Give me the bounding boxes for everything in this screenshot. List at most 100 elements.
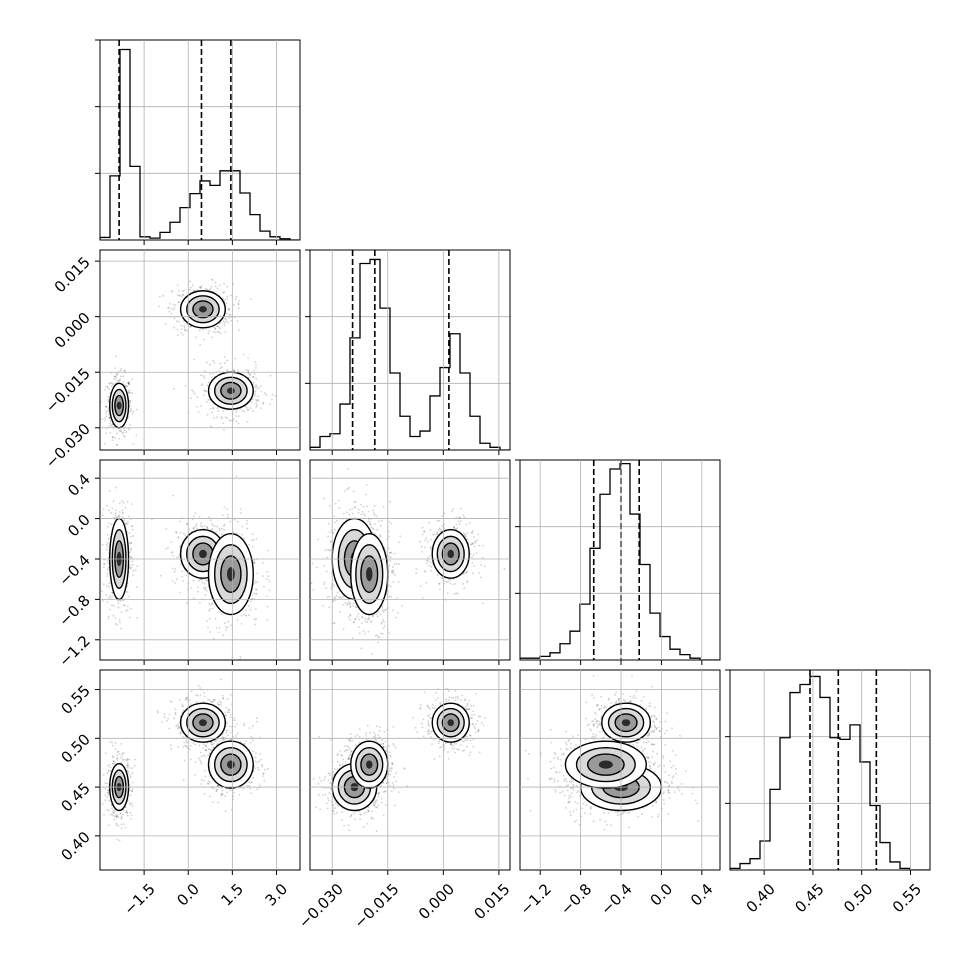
sample-point <box>212 698 215 701</box>
sample-point <box>345 488 348 491</box>
sample-point <box>347 468 350 470</box>
sample-point <box>365 484 368 486</box>
sample-point <box>204 370 206 372</box>
sample-point <box>226 698 229 701</box>
sample-point <box>243 537 245 540</box>
sample-point <box>124 435 126 438</box>
sample-point <box>347 601 350 603</box>
sample-point <box>129 401 132 403</box>
sample-point <box>127 772 129 775</box>
sample-point <box>223 524 225 527</box>
sample-point <box>197 411 200 414</box>
sample-point <box>431 562 434 565</box>
sample-point <box>108 608 111 611</box>
sample-point <box>371 531 374 534</box>
sample-point <box>207 381 210 384</box>
sample-point <box>393 563 396 566</box>
sample-point <box>388 555 391 558</box>
sample-point <box>203 375 206 378</box>
sample-point <box>125 522 128 525</box>
sample-point <box>184 329 187 332</box>
sample-point <box>432 533 434 536</box>
sample-point <box>189 280 191 283</box>
sample-point <box>222 634 225 637</box>
sample-point <box>453 526 455 529</box>
sample-point <box>130 542 133 544</box>
sample-point <box>389 556 392 559</box>
sample-point <box>218 529 221 532</box>
sample-point <box>258 386 261 389</box>
sample-point <box>362 630 365 632</box>
sample-point <box>203 586 205 589</box>
sample-point <box>211 336 214 339</box>
sample-point <box>389 559 392 562</box>
sample-point <box>425 537 428 540</box>
sample-point <box>120 762 123 764</box>
sample-point <box>133 765 136 767</box>
sample-point <box>427 560 429 562</box>
sample-point <box>199 524 202 527</box>
sample-point <box>107 537 110 540</box>
sample-point <box>205 400 208 403</box>
sample-point <box>236 320 239 322</box>
sample-point <box>125 609 128 612</box>
sample-point <box>120 611 123 614</box>
sample-point <box>106 387 109 389</box>
sample-point <box>116 599 119 602</box>
sample-point <box>254 392 256 395</box>
sample-point <box>209 519 212 522</box>
sample-point <box>221 613 223 616</box>
sample-point <box>116 754 119 757</box>
sample-point <box>251 594 254 597</box>
sample-point <box>112 760 115 763</box>
sample-point <box>108 425 111 428</box>
sample-point <box>214 328 217 331</box>
sample-point <box>268 580 271 583</box>
sample-point <box>249 374 251 377</box>
sample-point <box>358 618 361 621</box>
sample-point <box>225 706 228 709</box>
sample-point <box>213 417 216 419</box>
sample-point <box>425 581 428 584</box>
sample-point <box>125 523 127 525</box>
sample-point <box>388 500 391 503</box>
sample-point <box>333 622 336 624</box>
sample-point <box>202 754 205 756</box>
sample-point <box>192 597 195 600</box>
sample-point <box>367 520 369 523</box>
sample-point <box>117 602 120 604</box>
sample-point <box>252 376 255 379</box>
sample-point <box>126 812 129 814</box>
sample-point <box>445 581 448 583</box>
sample-point <box>271 398 273 401</box>
sample-point <box>423 530 426 533</box>
sample-point <box>371 614 374 617</box>
sample-point <box>227 734 230 737</box>
sample-point <box>456 592 459 595</box>
sample-point <box>206 579 209 582</box>
sample-point <box>207 748 210 750</box>
sample-point <box>107 793 109 796</box>
sample-point <box>245 369 247 371</box>
sample-point <box>216 287 219 290</box>
sample-point <box>219 332 222 335</box>
sample-point <box>257 400 259 402</box>
sample-point <box>129 555 132 558</box>
sample-point <box>127 382 130 384</box>
sample-point <box>186 602 188 605</box>
sample-point <box>253 561 256 564</box>
sample-point <box>124 506 127 509</box>
sample-point <box>255 588 257 591</box>
sample-point <box>118 619 121 621</box>
sample-point <box>210 743 213 746</box>
sample-point <box>219 703 222 706</box>
sample-point <box>370 620 373 623</box>
sample-point <box>131 790 133 793</box>
sample-point <box>243 353 245 356</box>
sample-point <box>205 361 208 364</box>
sample-point <box>207 516 210 518</box>
sample-point <box>109 597 112 600</box>
sample-point <box>189 286 192 289</box>
density-mode-2 <box>350 533 389 616</box>
sample-point <box>246 519 249 522</box>
